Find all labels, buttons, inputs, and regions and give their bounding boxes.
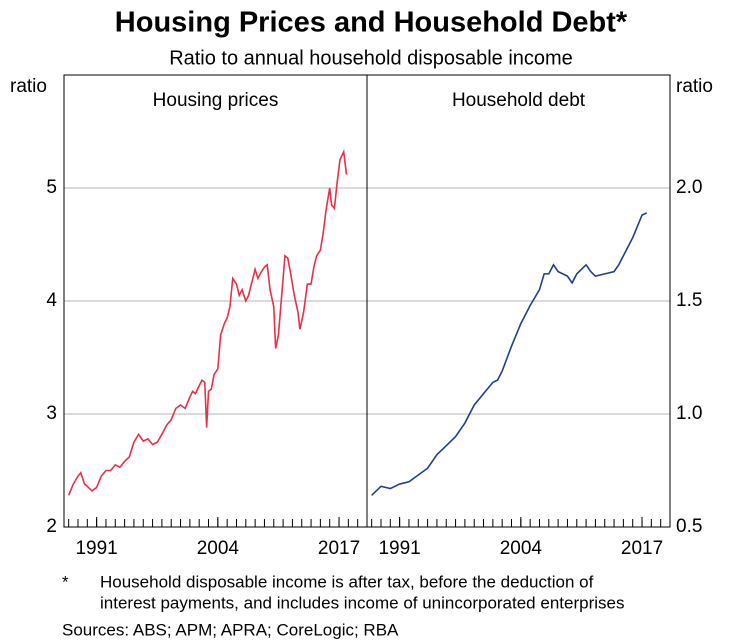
x-tick-label: 2004: [197, 538, 240, 559]
y-tick-label: 2: [46, 516, 57, 537]
y-tick-label: 1.5: [676, 290, 702, 311]
footnote: Household disposable income is after tax…: [100, 572, 594, 591]
footnote: interest payments, and includes income o…: [100, 593, 624, 612]
x-tick-label: 2017: [621, 538, 663, 559]
y-tick-label: 5: [46, 177, 57, 198]
data-line: [67, 149, 348, 496]
y-tick-label: 4: [46, 290, 57, 311]
y-axis-label: ratio: [676, 76, 713, 97]
x-tick-label: 2004: [500, 538, 543, 559]
x-tick-label: 1991: [378, 538, 420, 559]
y-tick-label: 3: [46, 403, 57, 424]
y-axis-label: ratio: [10, 76, 47, 97]
y-tick-label: 0.5: [676, 516, 702, 537]
data-line: [371, 212, 648, 496]
x-tick-label: 1991: [75, 538, 117, 559]
footnote-marker: *: [62, 572, 69, 591]
panel-title: Household debt: [452, 90, 586, 111]
sources: Sources: ABS; APM; APRA; CoreLogic; RBA: [62, 620, 399, 639]
chart-subtitle: Ratio to annual household disposable inc…: [169, 47, 573, 69]
panel-title: Housing prices: [153, 90, 279, 111]
y-tick-label: 1.0: [676, 403, 702, 424]
chart-title: Housing Prices and Household Debt*: [115, 7, 628, 39]
y-tick-label: 2.0: [676, 177, 702, 198]
x-tick-label: 2017: [318, 538, 360, 559]
